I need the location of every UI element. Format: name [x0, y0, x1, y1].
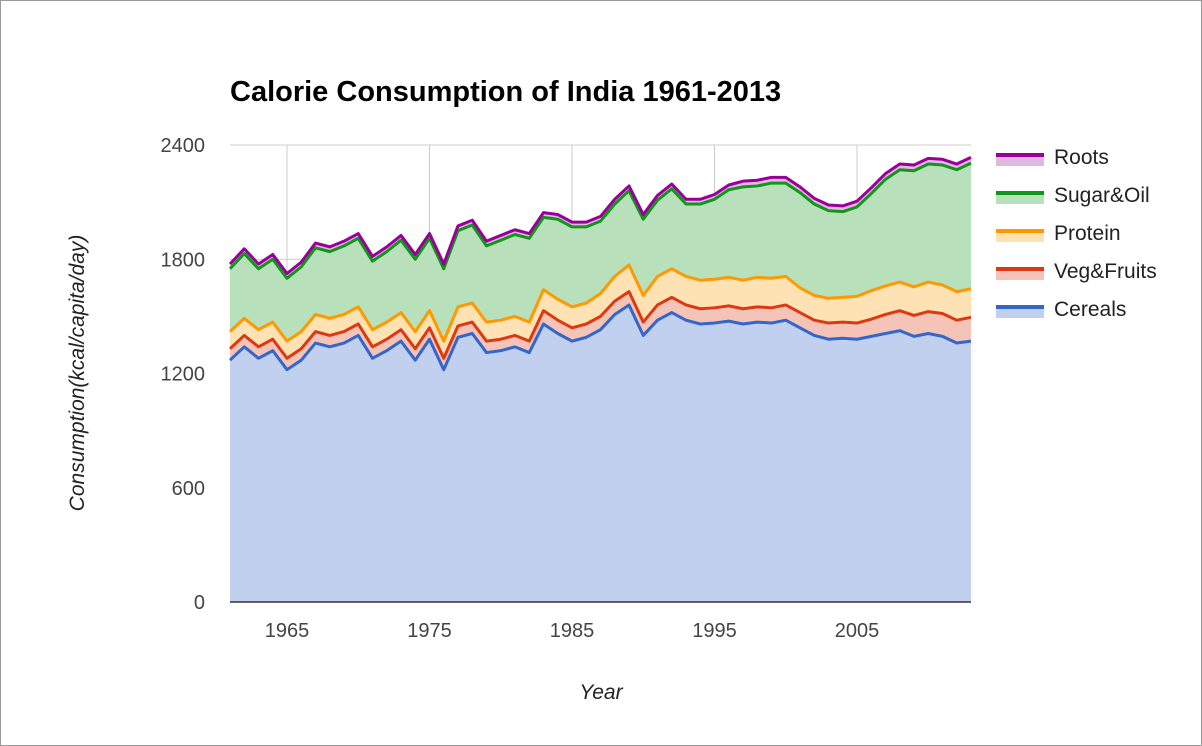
- legend-label: Cereals: [1054, 298, 1126, 321]
- chart-title: Calorie Consumption of India 1961-2013: [230, 76, 781, 108]
- y-tick-label: 2400: [161, 135, 206, 157]
- legend-label: Sugar&Oil: [1054, 184, 1150, 207]
- series-lines: [228, 156, 972, 372]
- axes: 0 600 1200 1800 2400 1965 1975 1985 1995 2005: [161, 135, 971, 642]
- legend-item-protein[interactable]: Protein: [996, 222, 1121, 245]
- line-roots: [228, 156, 972, 276]
- area-layers: [230, 157, 971, 602]
- y-axis-title: Consumption(kcal/capita/day): [66, 235, 89, 512]
- legend-label: Protein: [1054, 222, 1121, 245]
- x-tick-label: 1975: [407, 620, 452, 642]
- x-tick-label: 2005: [835, 620, 880, 642]
- legend-label: Roots: [1054, 146, 1109, 169]
- x-tick-label: 1985: [550, 620, 595, 642]
- x-tick-label: 1995: [692, 620, 737, 642]
- x-axis-title: Year: [579, 681, 623, 704]
- area-cereals: [230, 304, 971, 602]
- y-tick-label: 600: [172, 478, 205, 500]
- line-sugar-oil: [228, 161, 972, 280]
- legend-label: Veg&Fruits: [1054, 260, 1157, 283]
- legend: Roots Sugar&Oil Protein Veg&Fruits Cereals: [996, 146, 1157, 321]
- area-sugar-oil: [230, 163, 971, 342]
- y-tick-label: 1800: [161, 249, 206, 271]
- legend-item-sugar-oil[interactable]: Sugar&Oil: [996, 184, 1150, 207]
- y-tick-label: 1200: [161, 364, 206, 386]
- legend-item-cereals[interactable]: Cereals: [996, 298, 1126, 321]
- y-tick-label: 0: [194, 592, 205, 614]
- area-protein: [230, 264, 971, 359]
- line-cereals: [228, 303, 972, 372]
- line-protein: [228, 263, 972, 343]
- legend-item-veg-fruits[interactable]: Veg&Fruits: [996, 260, 1157, 283]
- legend-item-roots[interactable]: Roots: [996, 146, 1109, 169]
- line-veg-fruits: [228, 290, 972, 360]
- x-tick-label: 1965: [265, 620, 310, 642]
